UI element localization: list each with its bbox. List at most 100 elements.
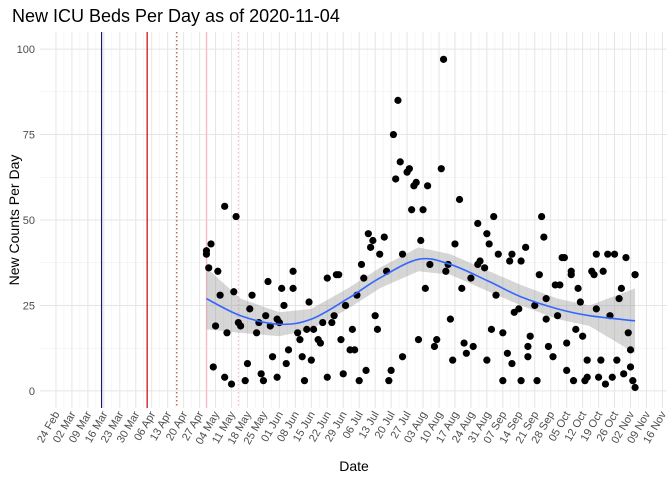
point [476,257,484,265]
point [419,206,427,214]
point [624,329,632,337]
point [414,336,423,344]
point [483,356,491,364]
point [494,250,502,258]
point [284,346,293,354]
point [553,312,562,320]
point [394,96,402,104]
point [451,240,459,248]
point [601,380,610,388]
point [316,339,325,347]
point [417,236,425,245]
point [385,377,393,385]
y-tick-label: 100 [17,44,35,56]
point [526,332,534,340]
point [398,353,407,361]
point [392,175,400,183]
point [337,336,345,344]
point [608,373,616,381]
point [246,305,254,313]
point [405,165,413,173]
point [535,271,543,279]
point [268,353,277,361]
point [367,243,375,251]
point [232,212,240,221]
point [583,356,591,364]
smooth-line [206,257,636,326]
y-tick-label: 25 [23,300,35,312]
point [243,359,252,368]
point [298,353,306,361]
point [221,373,229,381]
point [323,373,331,381]
point [556,281,564,289]
point [576,298,584,306]
point [426,260,434,269]
point [310,325,318,333]
point [610,250,619,258]
point [289,267,297,275]
point [569,377,578,385]
point [296,336,304,344]
point [430,342,439,351]
point [221,202,229,210]
point [323,274,331,282]
point [620,370,628,378]
point [362,366,370,374]
point [446,315,454,323]
point [592,250,600,258]
point [371,312,379,320]
point [597,356,605,364]
point [631,383,639,392]
point [373,325,382,333]
point [542,315,550,323]
point [458,284,466,292]
point [579,332,587,340]
point [485,240,493,248]
point [355,377,363,385]
point [387,366,395,374]
point [492,291,500,299]
point [544,342,553,351]
point [294,329,302,337]
point [328,318,336,327]
grid [40,32,667,408]
point [613,356,621,364]
point [357,260,366,269]
point [503,349,511,357]
point [517,257,525,265]
point [524,342,532,351]
point [437,165,445,173]
point [622,254,630,262]
point [604,250,612,258]
point [257,370,265,378]
point [214,267,222,275]
point [205,264,213,272]
point [524,353,532,361]
y-tick-label: 50 [23,215,35,227]
point [626,363,635,371]
point [462,349,470,357]
point [542,295,550,303]
point [533,377,541,385]
point [237,322,245,330]
point [469,342,477,351]
point [499,329,507,337]
point [490,212,498,221]
point [474,219,482,228]
point [241,377,249,385]
point [305,298,313,306]
chart-title: New ICU Beds Per Day as of 2020-11-04 [12,6,340,26]
point [348,325,356,333]
point [339,370,347,378]
point [617,284,626,292]
point [278,284,286,292]
point [341,301,350,310]
point [631,271,639,279]
point [499,377,507,385]
point [483,230,491,238]
point [460,339,468,347]
point [599,267,607,275]
point [487,325,496,333]
